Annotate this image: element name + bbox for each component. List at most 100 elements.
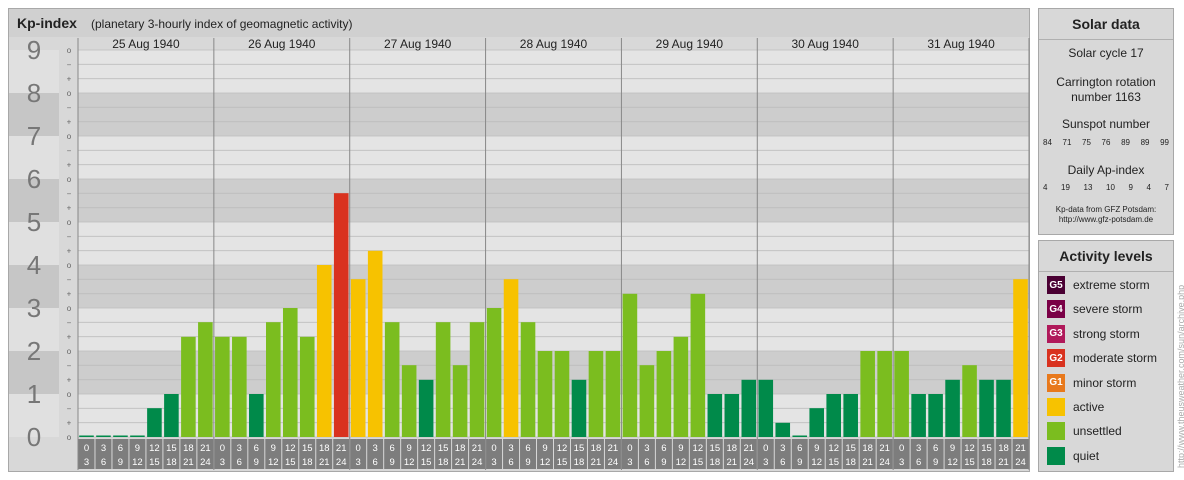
data-source-link[interactable]: http://www.gfz-potsdam.de [1058, 215, 1154, 224]
kp-bar [299, 336, 315, 437]
time-end-label: 9 [390, 457, 395, 468]
kp-bar [571, 379, 587, 437]
time-end-label: 6 [508, 457, 513, 468]
time-end-label: 18 [166, 457, 177, 468]
time-end-label: 9 [118, 457, 123, 468]
time-end-label: 3 [899, 457, 904, 468]
legend-label: severe storm [1073, 302, 1143, 317]
sunspot-values: 84 71 75 76 89 89 99 [1043, 138, 1169, 147]
time-start-label: 21 [472, 443, 483, 454]
time-end-label: 24 [608, 457, 619, 468]
time-slot-box [723, 439, 740, 469]
kp-bar [911, 394, 926, 437]
legend-label: moderate storm [1073, 351, 1158, 366]
time-slot-box [163, 439, 180, 469]
legend-swatch: G1 [1047, 373, 1065, 392]
time-start-label: 12 [828, 443, 839, 454]
time-start-label: 0 [899, 443, 904, 454]
time-slot-box [146, 439, 163, 469]
kp-bar [877, 351, 892, 437]
day-label: 26 Aug 1940 [248, 37, 316, 51]
legend-label: unsettled [1073, 424, 1122, 439]
time-end-label: 24 [744, 457, 755, 468]
time-start-label: 9 [407, 443, 412, 454]
time-start-label: 18 [319, 443, 330, 454]
y-minor-tick-label: o [67, 261, 72, 270]
time-start-label: 15 [438, 443, 449, 454]
y-minor-tick-label: + [67, 290, 72, 299]
kp-bar [520, 322, 536, 437]
time-end-label: 3 [84, 457, 89, 468]
time-slot-box [859, 439, 876, 469]
time-end-label: 21 [862, 457, 873, 468]
level-band [78, 179, 1029, 222]
time-end-label: 6 [373, 457, 378, 468]
time-start-label: 6 [118, 443, 123, 454]
data-source-label: Kp-data from GFZ Potsdam: [1055, 205, 1157, 214]
kp-bar [707, 394, 723, 437]
legend-swatch: G5 [1047, 276, 1065, 294]
y-minor-tick-label: − [67, 404, 72, 413]
kp-bar [605, 351, 621, 437]
y-minor-tick-label: − [67, 146, 72, 155]
kp-bar [996, 379, 1011, 437]
kp-bar [96, 435, 111, 437]
y-minor-tick-label: − [67, 232, 72, 241]
time-slot-box [570, 439, 587, 469]
time-start-label: 15 [981, 443, 992, 454]
time-slot-box [367, 439, 384, 469]
chart-subtitle: (planetary 3-hourly index of geomagnetic… [91, 17, 353, 31]
time-slot-box [672, 439, 689, 469]
time-end-label: 18 [438, 457, 449, 468]
time-slot-box [452, 439, 469, 469]
kp-bar [147, 408, 162, 437]
day-label: 29 Aug 1940 [656, 37, 724, 51]
time-start-label: 21 [744, 443, 755, 454]
time-start-label: 0 [763, 443, 768, 454]
time-start-label: 18 [591, 443, 602, 454]
time-start-label: 12 [285, 443, 296, 454]
kp-bar [588, 351, 604, 437]
time-slot-box [78, 439, 95, 469]
legend-swatch: G3 [1047, 324, 1065, 343]
sunspot-value: 89 [1121, 138, 1130, 147]
y-minor-tick-label: − [67, 189, 72, 198]
kp-bar [928, 394, 943, 437]
time-end-label: 9 [525, 457, 530, 468]
time-slot-box [333, 439, 350, 469]
y-minor-tick-label: o [67, 175, 72, 184]
time-slot-box [927, 439, 944, 469]
time-end-label: 6 [644, 457, 649, 468]
y-axis-band [9, 222, 59, 265]
time-end-label: 24 [200, 457, 211, 468]
legend-item-severe-storm: G4 severe storm [1047, 299, 1142, 319]
kp-bar [384, 322, 400, 437]
y-minor-tick-label: + [67, 419, 72, 428]
y-minor-tick-label: + [67, 247, 72, 256]
legend-item-unsettled: unsettled [1047, 421, 1122, 441]
y-minor-tick-label: + [67, 161, 72, 170]
y-tick-label: 0 [27, 422, 41, 452]
time-slot-box [350, 439, 367, 469]
time-slot-box [638, 439, 655, 469]
time-start-label: 18 [727, 443, 738, 454]
time-end-label: 12 [268, 457, 279, 468]
time-start-label: 3 [373, 443, 378, 454]
solar-cycle: Solar cycle 17 [1068, 46, 1144, 60]
kp-bar [792, 435, 808, 437]
kp-bar [113, 435, 128, 437]
kp-bar [826, 394, 841, 437]
chart-title-bar: Kp-index (planetary 3-hourly index of ge… [9, 9, 1029, 37]
y-minor-tick-label: o [67, 132, 72, 141]
time-start-label: 12 [557, 443, 568, 454]
y-minor-tick-label: − [67, 60, 72, 69]
ap-index-value: 4 [1043, 183, 1048, 192]
time-slot-box [197, 439, 214, 469]
kp-bar [282, 308, 298, 437]
kp-bar [979, 379, 994, 437]
time-slot-box [486, 439, 503, 469]
y-tick-label: 7 [27, 121, 41, 151]
carrington-rotation-number: number 1163 [1071, 90, 1141, 104]
time-slot-box [384, 439, 401, 469]
solar-data-panel: Solar data Solar cycle 17 Carrington rot… [1038, 8, 1174, 235]
